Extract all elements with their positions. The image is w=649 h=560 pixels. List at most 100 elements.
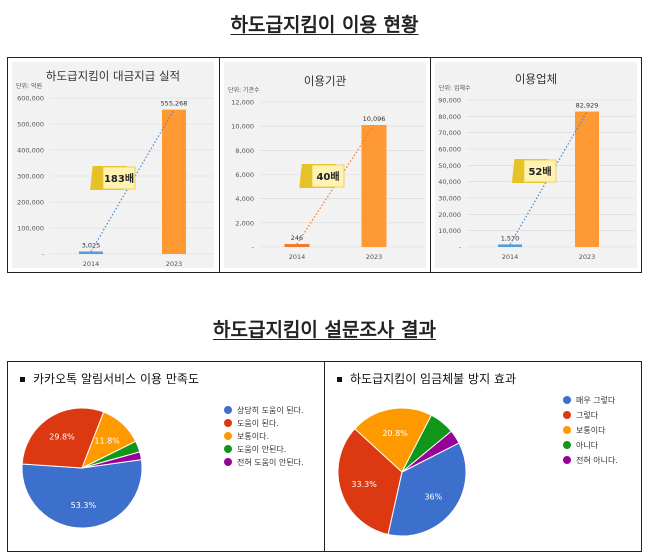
slice-label: 29.8% <box>49 433 75 442</box>
data-label: 1,570 <box>501 234 520 242</box>
slice-label: 36% <box>424 492 442 501</box>
unit-label: 단위: 억원 <box>16 82 42 90</box>
y-tick-label: 600,000 <box>17 95 44 103</box>
y-tick-label: 50,000 <box>438 162 461 170</box>
satisfaction-pie-chart: 53.3% 상당히 도움이 된다. 29.8% 도움이 된다. 11.8% 보통이다. 도움… <box>21 405 304 529</box>
y-tick-label: 70,000 <box>438 129 461 137</box>
y-tick-label: 90,000 <box>438 97 461 105</box>
unit-label: 단위: 기관수 <box>228 86 260 94</box>
legend-label: 도움이 안된다. <box>237 444 286 454</box>
legend-marker <box>563 441 571 449</box>
survey-results-heading: 하도급지킴이 설문조사 결과 <box>213 319 436 341</box>
y-tick-label: 30,000 <box>438 195 461 203</box>
bar-2023 <box>575 111 599 247</box>
y-tick-label: 8,000 <box>235 147 254 155</box>
y-tick-label: 12,000 <box>231 99 254 107</box>
y-tick-label: 400,000 <box>17 147 44 155</box>
y-tick-label: 6,000 <box>235 171 254 179</box>
slice-label: 20.8% <box>382 429 408 438</box>
satisfaction-chart-title: 카카오톡 알림서비스 이용 만족도 <box>20 370 199 387</box>
bullet-square-icon <box>337 377 342 382</box>
growth-label: 40배 <box>316 170 339 183</box>
y-tick-label: 4,000 <box>235 195 254 203</box>
growth-label: 52배 <box>528 165 551 178</box>
x-tick-label: 2014 <box>502 253 519 261</box>
chart-title: 이용기관 <box>304 74 347 88</box>
pie-slice <box>387 442 467 537</box>
pie-slice <box>401 430 460 473</box>
pie-slice <box>81 451 142 469</box>
y-tick-label: 200,000 <box>17 199 44 207</box>
slice-label: 53.3% <box>71 501 97 510</box>
bar-2014 <box>498 244 522 247</box>
usage-status-heading: 하도급지킴이 이용 현황 <box>230 14 419 36</box>
y-tick-label: 40,000 <box>438 178 461 186</box>
legend-label: 아니다 <box>576 440 599 450</box>
y-tick-label: 80,000 <box>438 113 461 121</box>
legend-marker <box>224 406 232 414</box>
legend-label: 도움이 된다. <box>237 418 279 428</box>
x-tick-label: 2023 <box>166 260 183 268</box>
legend-marker <box>563 426 571 434</box>
bar-chart-panel-companies: 이용업체 단위: 업체수 - 10,000 20,000 30,000 40,000 50,0… <box>431 58 642 272</box>
trend-line <box>90 109 175 252</box>
legend-marker <box>563 456 571 464</box>
y-tick-label: 2,000 <box>235 219 254 227</box>
slice-label: 11.8% <box>94 437 120 446</box>
legend-marker <box>224 432 232 440</box>
bar-2014 <box>284 244 310 247</box>
bar-2023 <box>361 125 387 247</box>
y-tick-label: 20,000 <box>438 211 461 219</box>
pie-slice <box>354 407 433 473</box>
x-tick-label: 2014 <box>289 253 306 261</box>
y-tick-label: 100,000 <box>17 225 44 233</box>
legend-marker <box>224 458 232 466</box>
y-tick-label: - <box>42 251 45 259</box>
bar-2014 <box>79 251 103 254</box>
x-tick-label: 2014 <box>83 260 100 268</box>
bar-2023 <box>162 109 186 254</box>
data-label: 3,025 <box>82 242 101 250</box>
legend-marker <box>224 419 232 427</box>
y-tick-label: 10,000 <box>231 123 254 131</box>
legend-label: 전혀 아니다. <box>576 455 618 465</box>
slice-label: 33.3% <box>351 480 377 489</box>
trend-line <box>509 111 588 245</box>
x-tick-label: 2023 <box>366 253 383 261</box>
legend-label: 보통이다 <box>576 425 606 435</box>
y-tick-label: 10,000 <box>438 227 461 235</box>
legend-label: 보통이다. <box>237 431 269 441</box>
data-label: 555,268 <box>161 100 188 108</box>
y-tick-label: 60,000 <box>438 146 461 154</box>
growth-callout <box>102 166 136 190</box>
legend-label: 그렇다 <box>576 410 599 420</box>
chart-title: 이용업체 <box>515 72 557 86</box>
legend-label: 전혀 도움이 안된다. <box>237 457 304 467</box>
y-tick-label: 300,000 <box>17 173 44 181</box>
legend-marker <box>563 411 571 419</box>
y-tick-label: - <box>459 244 462 252</box>
legend-marker <box>563 396 571 404</box>
y-tick-label: - <box>252 244 255 252</box>
legend-marker <box>224 445 232 453</box>
pie-panel-satisfaction: 카카오톡 알림서비스 이용 만족도 53.3% 상당히 도움이 된다. 29.8% 도… <box>8 362 325 551</box>
legend-label: 상당히 도움이 된다. <box>237 405 304 415</box>
y-tick-label: 500,000 <box>17 121 44 129</box>
survey-pie-charts-row: 카카오톡 알림서비스 이용 만족도 53.3% 상당히 도움이 된다. 29.8% 도… <box>7 361 642 552</box>
x-tick-label: 2023 <box>579 253 596 261</box>
bullet-square-icon <box>20 377 25 382</box>
chart-title: 하도급지킴이 대금지급 실적 <box>46 69 180 83</box>
growth-label: 183배 <box>104 172 134 185</box>
growth-callout <box>523 159 557 183</box>
pie-slice <box>21 459 143 529</box>
data-label: 10,096 <box>363 115 386 123</box>
pie-panel-wage-arrears: 하도급지킴이 임금체불 방지 효과 36% 매우 그렇다 33.3% 그렇다 20.8%… <box>325 362 642 551</box>
data-label: 246 <box>291 234 303 242</box>
legend-label: 매우 그렇다 <box>576 395 616 405</box>
